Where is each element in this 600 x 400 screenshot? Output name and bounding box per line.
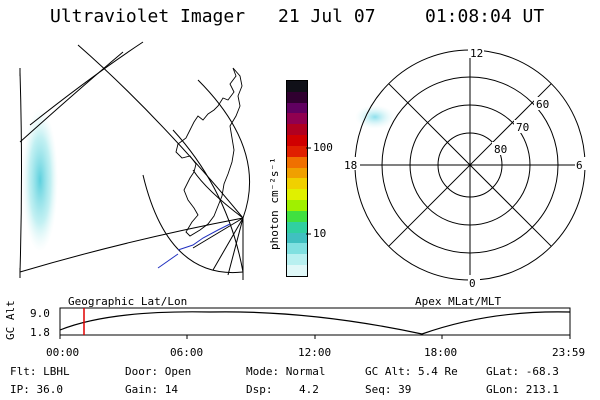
timeline-xtick: 00:00: [46, 346, 80, 359]
colorbar-segment: [287, 243, 307, 255]
status-gc-alt: GC Alt: 5.4 Re: [365, 365, 458, 378]
lat-label-70: 70: [516, 121, 529, 134]
timeline-ytick-low: 1.8: [30, 326, 50, 339]
lat-line: [197, 79, 250, 219]
colorbar-tick-10: 10: [313, 227, 327, 240]
polar-plot: 12 0 18 6 60 70 80: [342, 45, 587, 290]
lon-line: [192, 217, 244, 249]
terminator-line: [157, 253, 179, 269]
lat-label-80: 80: [494, 143, 507, 156]
colorbar-segment: [287, 232, 307, 244]
status-ip: IP: 36.0: [10, 383, 63, 396]
apex-label: Apex MLat/MLT: [415, 295, 502, 308]
status-glat: GLat: -68.3: [486, 365, 559, 378]
lat-line: [192, 169, 244, 219]
orbit-altitude-timeline: [59, 307, 571, 339]
colorbar-segment: [287, 189, 307, 201]
colorbar-segment: [287, 221, 307, 233]
altitude-curve: [59, 311, 571, 335]
status-dsp: Dsp: 4.2: [246, 383, 319, 396]
status-mode: Mode: Normal: [246, 365, 326, 378]
app-title: Ultraviolet Imager: [50, 6, 246, 27]
aurora-emission: [22, 108, 58, 252]
colorbar-segment: [287, 124, 307, 136]
colorbar-segment: [287, 178, 307, 190]
colorbar-ticks: [306, 147, 311, 235]
colorbar-segment: [287, 113, 307, 125]
colorbar-segment: [287, 167, 307, 179]
timeline-xtick: 23:59: [552, 346, 586, 359]
status-glon: GLon: 213.1: [486, 383, 559, 396]
timeline-xtick: 12:00: [298, 346, 332, 359]
timeline-xtick: 06:00: [170, 346, 204, 359]
header-date: 21 Jul 07: [278, 6, 376, 27]
colorbar-tick-100: 100: [313, 141, 333, 154]
geographic-label: Geographic Lat/Lon: [68, 295, 188, 308]
colorbar-segment: [287, 210, 307, 222]
colorbar-segment: [287, 102, 307, 114]
mlt-label-18: 18: [344, 159, 357, 172]
colorbar-segment: [287, 156, 307, 168]
terminator-line: [177, 223, 231, 251]
colorbar-segment: [287, 135, 307, 146]
header-time: 01:08:04 UT: [425, 6, 545, 27]
colorbar-segment: [287, 200, 307, 211]
mlt-label-6: 6: [576, 159, 583, 172]
status-seq: Seq: 39: [365, 383, 412, 396]
lat-line: [172, 129, 244, 273]
timeline-xtick: 18:00: [424, 346, 458, 359]
lat-line: [142, 174, 244, 274]
mlt-label-12: 12: [470, 47, 483, 60]
status-gain: Gain: 14: [125, 383, 178, 396]
lon-line: [212, 217, 244, 271]
lon-line: [227, 217, 244, 276]
mlt-line-diag: [388, 83, 552, 247]
colorbar: [286, 80, 308, 277]
lat-label-60: 60: [536, 98, 549, 111]
lat-line: [19, 51, 124, 143]
colorbar-segment: [287, 254, 307, 266]
timeline-ylabel: GC Alt: [4, 300, 17, 340]
lat-line: [29, 41, 144, 126]
colorbar-segment: [287, 81, 307, 92]
coastline: [175, 67, 243, 237]
colorbar-segment: [287, 145, 307, 157]
lon-line: [19, 217, 244, 273]
lat-line: [77, 44, 244, 219]
colorbar-segment: [287, 265, 307, 276]
mlt-label-0: 0: [469, 277, 476, 290]
colorbar-segment: [287, 91, 307, 103]
geographic-map: [19, 41, 250, 280]
status-filter: Flt: LBHL: [10, 365, 70, 378]
aurora-emission: [355, 105, 395, 129]
colorbar-unit-label: photon cm⁻²s⁻¹: [268, 157, 281, 250]
limb-line: [19, 71, 22, 273]
timeline-ytick-high: 9.0: [30, 307, 50, 320]
status-door: Door: Open: [125, 365, 192, 378]
